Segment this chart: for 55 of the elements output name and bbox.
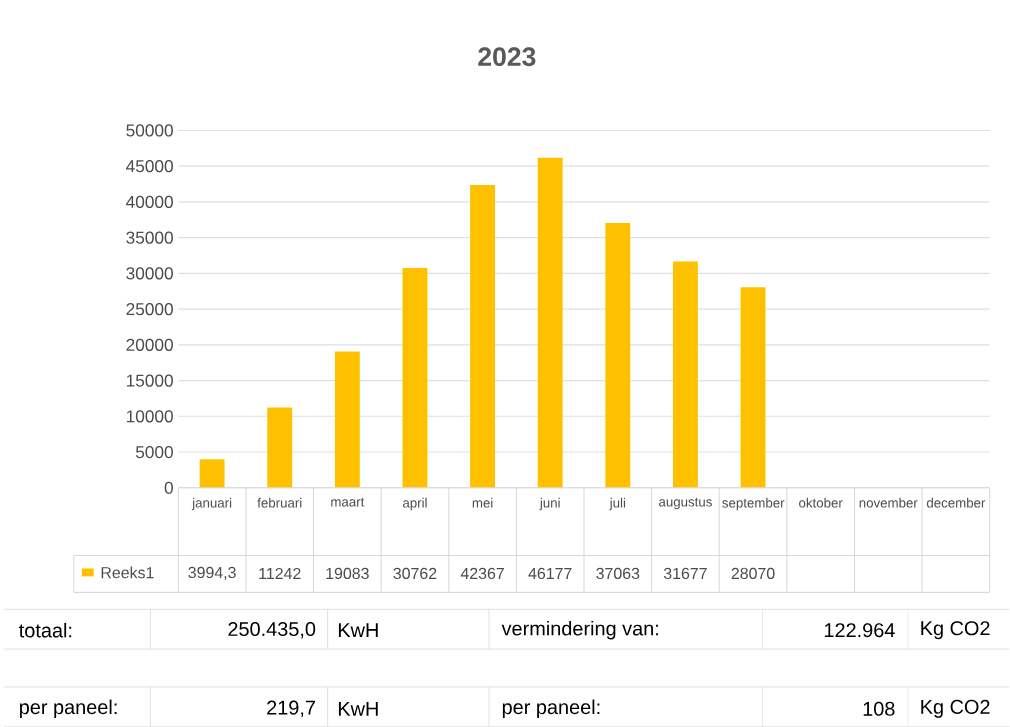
text: 122.964 xyxy=(824,623,895,638)
x-tick-label: november xyxy=(859,497,918,508)
y-tick-label: 30000 xyxy=(126,267,173,280)
legend-label: Reeks1 xyxy=(101,566,154,579)
data-label: 19083 xyxy=(326,567,369,579)
data-label: 42367 xyxy=(460,567,504,579)
text: KwH xyxy=(338,701,378,716)
bar xyxy=(605,222,631,488)
bar xyxy=(334,351,360,488)
text: Kg CO2 xyxy=(921,699,990,718)
y-tick-label: 15000 xyxy=(126,374,173,387)
x-tick-label: januari xyxy=(191,497,232,511)
text: totaal: xyxy=(19,622,72,638)
data-label: 46177 xyxy=(528,567,572,579)
chart-title: 2023 xyxy=(478,47,536,67)
bar xyxy=(199,459,225,488)
data-label: 31677 xyxy=(663,567,707,579)
y-tick-label: 10000 xyxy=(126,410,173,423)
data-label: 30762 xyxy=(393,567,437,579)
y-tick-label: 25000 xyxy=(126,302,173,316)
bar xyxy=(672,261,698,488)
data-label: 3994,3 xyxy=(188,566,236,580)
x-tick-label: december xyxy=(926,497,986,508)
text: vermindering van: xyxy=(501,620,658,640)
text: 108 xyxy=(863,701,895,716)
text: KwH xyxy=(338,623,378,637)
x-tick-label: mei xyxy=(472,497,493,508)
text: per paneel: xyxy=(502,699,600,719)
y-tick-label: 35000 xyxy=(126,231,173,244)
y-tick-label: 50000 xyxy=(126,124,173,137)
bar xyxy=(470,184,496,488)
data-label: 28070 xyxy=(731,567,775,579)
x-tick-label: februari xyxy=(257,497,302,508)
x-tick-label: september xyxy=(722,497,785,511)
x-tick-label: juli xyxy=(609,497,626,511)
x-tick-label: juni xyxy=(539,497,560,511)
x-tick-label: april xyxy=(402,497,427,511)
text: Kg CO2 xyxy=(921,621,990,640)
bar xyxy=(537,157,563,488)
text: 250.435,0 xyxy=(228,621,316,639)
bar xyxy=(740,287,766,488)
text: 219,7 xyxy=(267,700,315,717)
y-tick-label: 20000 xyxy=(126,338,173,351)
bar xyxy=(402,267,428,488)
x-tick-label: oktober xyxy=(799,497,843,508)
y-tick-label: 45000 xyxy=(126,159,173,173)
data-label: 11242 xyxy=(259,567,301,579)
bar xyxy=(267,407,293,488)
y-tick-label: 0 xyxy=(164,481,173,494)
x-tick-label: maart xyxy=(331,497,365,507)
y-tick-label: 40000 xyxy=(126,195,173,208)
x-tick-label: augustus xyxy=(659,497,712,510)
text: per paneel: xyxy=(20,699,117,719)
data-label: 37063 xyxy=(596,567,640,579)
y-tick-label: 5000 xyxy=(135,445,173,459)
